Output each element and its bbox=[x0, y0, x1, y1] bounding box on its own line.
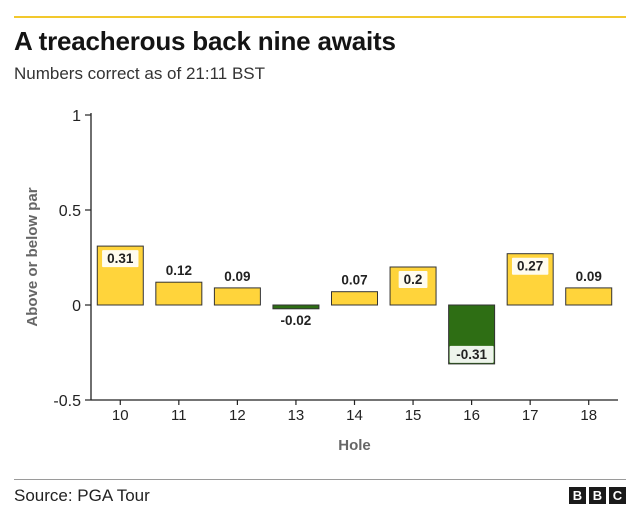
data-label-background bbox=[102, 250, 139, 268]
data-label: 0.12 bbox=[166, 263, 192, 278]
x-tick-label: 13 bbox=[288, 407, 305, 424]
data-label: 0.07 bbox=[341, 273, 367, 288]
x-axis-title: Hole bbox=[338, 437, 371, 454]
data-label: 0.09 bbox=[224, 269, 250, 284]
top-accent-rule bbox=[14, 16, 626, 18]
chart-title: A treacherous back nine awaits bbox=[14, 26, 396, 56]
bar bbox=[213, 287, 261, 306]
data-label-background bbox=[449, 345, 494, 363]
data-label: -0.02 bbox=[281, 313, 312, 328]
logo-letter: B bbox=[569, 487, 586, 504]
data-label: 0.09 bbox=[576, 269, 602, 284]
logo-letter: C bbox=[609, 487, 626, 504]
bbc-logo: B B C bbox=[569, 487, 626, 504]
x-tick-label: 14 bbox=[346, 407, 363, 424]
x-tick-label: 11 bbox=[171, 407, 187, 424]
data-label: 0.27 bbox=[517, 259, 543, 274]
y-axis-title: Above or below par bbox=[24, 187, 41, 326]
data-label: 0.31 bbox=[107, 251, 134, 266]
footer-rule bbox=[14, 479, 626, 480]
data-label-background bbox=[398, 271, 428, 288]
data-label: -0.31 bbox=[456, 347, 487, 362]
bar-chart: 1 0.5 0 -0.5 Above or below par 10 0.31 11 0.12 1… bbox=[24, 108, 618, 454]
bar bbox=[565, 287, 613, 306]
x-tick-label: 12 bbox=[229, 407, 246, 424]
y-tick-label: -0.5 bbox=[53, 393, 81, 410]
y-tick-label: 1 bbox=[72, 108, 81, 125]
data-label: 0.2 bbox=[404, 272, 423, 287]
x-tick-label: 10 bbox=[112, 407, 129, 424]
y-tick-label: 0.5 bbox=[59, 203, 81, 220]
x-tick-label: 15 bbox=[405, 407, 422, 424]
chart-subtitle: Numbers correct as of 21:11 BST bbox=[14, 64, 266, 83]
source-note: Source: PGA Tour bbox=[14, 486, 150, 505]
bar bbox=[155, 281, 203, 306]
x-tick-label: 16 bbox=[463, 407, 480, 424]
logo-letter: B bbox=[589, 487, 606, 504]
x-tick-label: 17 bbox=[522, 407, 539, 424]
data-label-background bbox=[511, 257, 549, 275]
y-tick-label: 0 bbox=[72, 298, 81, 315]
x-tick-label: 18 bbox=[580, 407, 597, 424]
bar bbox=[272, 304, 320, 310]
bar bbox=[331, 291, 378, 306]
